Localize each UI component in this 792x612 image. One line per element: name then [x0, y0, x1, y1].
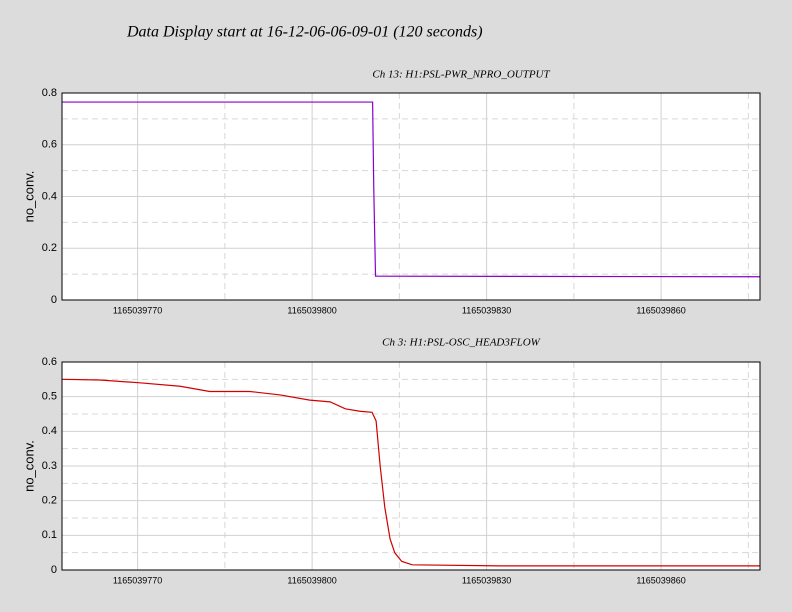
plot-frame: [61, 361, 761, 571]
y-tick-label: 0: [51, 564, 57, 576]
data-line: [62, 101, 761, 278]
y-axis-label: no_conv.: [21, 171, 36, 223]
x-tick-label: 1165039830: [462, 305, 511, 315]
y-tick-label: 0.4: [42, 190, 57, 202]
y-tick-label: 0.2: [42, 495, 57, 507]
chart-title: Ch 3: H1:PSL-OSC_HEAD3FLOW: [382, 337, 540, 349]
y-tick-label: 0.6: [42, 139, 57, 151]
x-tick-label: 1165039800: [287, 575, 336, 585]
y-tick-label: 0.3: [42, 460, 57, 472]
y-tick-label: 0.4: [42, 425, 57, 437]
page-title: Data Display start at 16-12-06-06-09-01 …: [126, 24, 483, 41]
x-tick-label: 1165039770: [113, 575, 162, 585]
y-tick-label: 0: [51, 294, 57, 306]
y-tick-label: 0.8: [42, 87, 57, 99]
data-line: [61, 378, 760, 567]
x-tick-label: 1165039770: [113, 305, 162, 315]
x-tick-label: 1165039860: [636, 575, 685, 585]
y-tick-label: 0.5: [42, 391, 57, 403]
y-tick-label: 0.1: [42, 529, 57, 541]
x-tick-label: 1165039800: [287, 305, 336, 315]
chart-title: Ch 13: H1:PSL-PWR_NPRO_OUTPUT: [372, 69, 550, 81]
x-tick-label: 1165039830: [462, 575, 511, 585]
x-tick-label: 1165039860: [636, 305, 685, 315]
plot-frame: [61, 92, 761, 301]
y-tick-label: 0.6: [42, 356, 57, 368]
y-axis-label: no_conv.: [21, 440, 36, 492]
y-tick-label: 0.2: [42, 242, 57, 254]
